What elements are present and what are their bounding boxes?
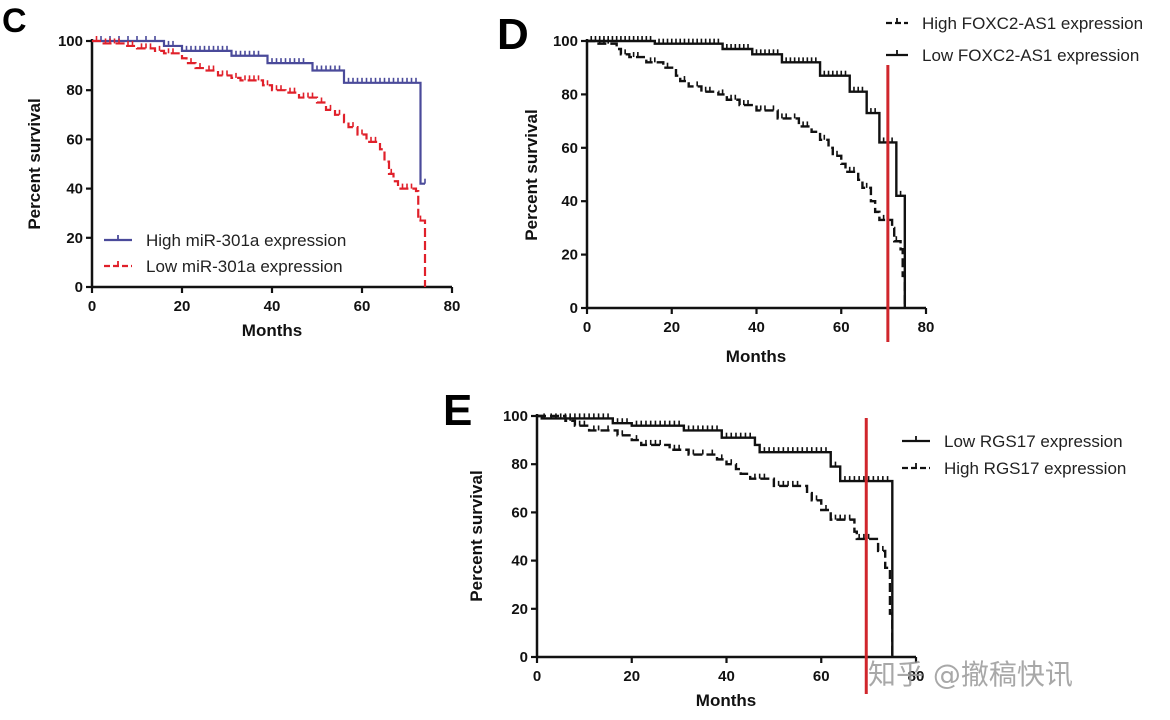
x-tick-label: 60 <box>833 319 850 336</box>
x-tick-label: 0 <box>533 668 541 685</box>
legend-label: Low RGS17 expression <box>944 432 1123 451</box>
legend-item: High FOXC2-AS1 expression <box>886 14 1143 33</box>
legend-item: High RGS17 expression <box>902 459 1126 478</box>
x-tick-label: 40 <box>718 668 735 685</box>
x-tick-label: 20 <box>623 668 640 685</box>
x-axis-label: Months <box>726 347 786 366</box>
y-tick-label: 40 <box>511 553 528 570</box>
legend-label: High FOXC2-AS1 expression <box>922 14 1143 33</box>
x-tick-label: 60 <box>813 668 830 685</box>
survival-curve <box>587 39 907 308</box>
legend-label: Low miR-301a expression <box>146 257 343 276</box>
x-tick-label: 0 <box>583 319 591 336</box>
y-tick-label: 60 <box>561 140 578 157</box>
survival-chart-c: 0 20 40 60 80 100 0 20 40 60 80 Months Percent survi… <box>25 33 460 340</box>
survival-chart-d: 0 20 40 60 80 100 0 20 40 60 80 Months Percent survi… <box>522 14 1143 366</box>
legend-label: High miR-301a expression <box>146 231 346 250</box>
y-tick-label: 20 <box>66 230 83 247</box>
x-tick-label: 20 <box>174 298 191 315</box>
survival-chart-e: 0 20 40 60 80 100 0 20 40 60 80 Months Percent survi… <box>467 408 1126 710</box>
x-axis-label: Months <box>696 691 756 710</box>
x-tick-label: 0 <box>88 298 96 315</box>
x-tick-label: 80 <box>444 298 461 315</box>
legend-item: High miR-301a expression <box>104 231 346 250</box>
y-tick-label: 80 <box>561 86 578 103</box>
x-tick-label: 40 <box>264 298 281 315</box>
survival-series-1 <box>537 413 894 657</box>
x-axis-label: Months <box>242 321 302 340</box>
x-tick-label: 80 <box>908 668 925 685</box>
legend-label: Low FOXC2-AS1 expression <box>922 46 1139 65</box>
panel-letter-e: E <box>443 386 472 435</box>
survival-curve <box>537 414 894 657</box>
y-tick-label: 40 <box>66 181 83 198</box>
y-tick-label: 100 <box>553 33 578 50</box>
legend-label: High RGS17 expression <box>944 459 1126 478</box>
legend-item: Low RGS17 expression <box>902 432 1123 451</box>
y-tick-label: 40 <box>561 193 578 210</box>
survival-series-2 <box>537 414 894 657</box>
y-tick-label: 20 <box>511 601 528 618</box>
y-tick-label: 0 <box>75 279 83 296</box>
x-tick-label: 40 <box>748 319 765 336</box>
y-tick-label: 20 <box>561 247 578 264</box>
y-tick-label: 0 <box>570 300 578 317</box>
survival-series-1 <box>587 38 907 308</box>
x-tick-label: 60 <box>354 298 371 315</box>
survival-curve <box>587 39 907 308</box>
y-tick-label: 0 <box>520 649 528 666</box>
y-axis-label: Percent survival <box>25 98 44 229</box>
y-tick-label: 60 <box>511 504 528 521</box>
y-axis-label: Percent survival <box>522 109 541 240</box>
y-tick-label: 60 <box>66 131 83 148</box>
y-tick-label: 80 <box>511 456 528 473</box>
legend-item: Low miR-301a expression <box>104 257 343 276</box>
x-tick-label: 20 <box>663 319 680 336</box>
watermark-text: 知乎 @撤稿快讯 <box>868 658 1073 691</box>
survival-curve <box>537 414 894 657</box>
y-tick-label: 100 <box>58 33 83 50</box>
panel-letter-d: D <box>497 10 529 59</box>
survival-series-2 <box>92 36 427 287</box>
y-axis-label: Percent survival <box>467 470 486 601</box>
survival-series-1 <box>92 36 426 185</box>
survival-series-2 <box>587 36 907 308</box>
y-tick-label: 100 <box>503 408 528 425</box>
legend-item: Low FOXC2-AS1 expression <box>886 46 1139 65</box>
panel-letter-c: C <box>2 2 27 40</box>
survival-curve <box>92 39 425 185</box>
x-tick-label: 80 <box>918 319 935 336</box>
y-tick-label: 80 <box>66 82 83 99</box>
